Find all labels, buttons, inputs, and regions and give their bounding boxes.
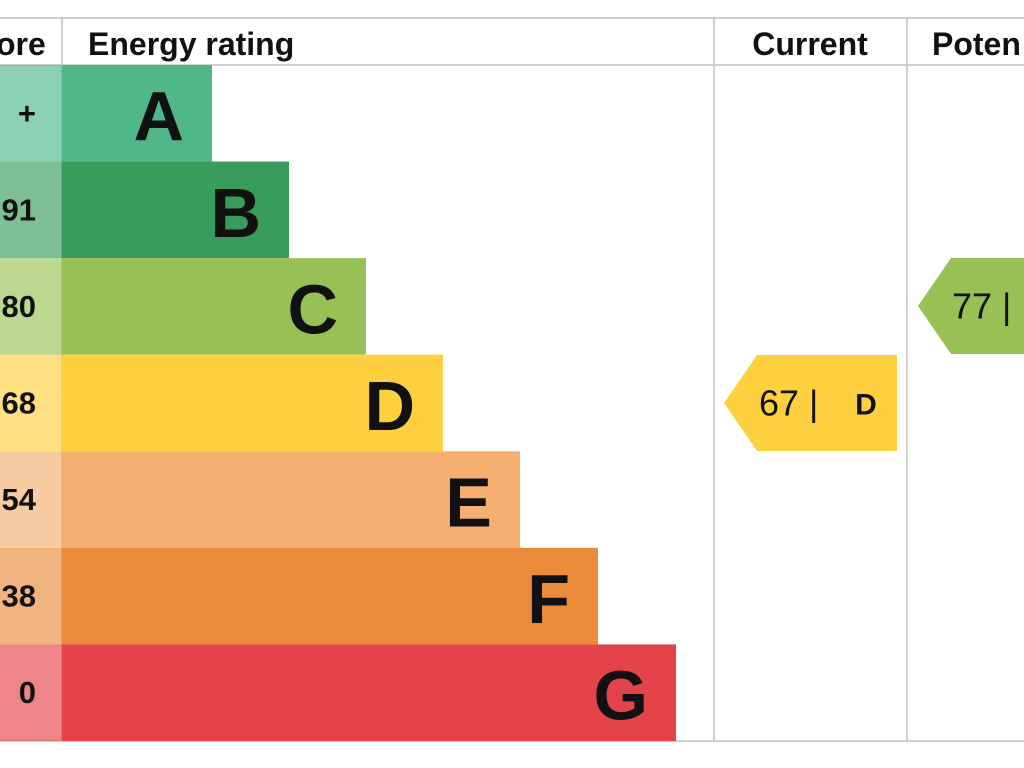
- band-bar: [62, 644, 676, 741]
- score-range: +: [18, 96, 36, 131]
- current-score: 67 |: [759, 383, 818, 424]
- score-cell: [0, 547, 62, 645]
- band-letter: C: [287, 270, 338, 348]
- potential-arrow: [918, 258, 1024, 354]
- band-letter: A: [133, 77, 184, 155]
- band-bar: [62, 354, 443, 452]
- band-letter: E: [445, 464, 492, 542]
- bands: + A 91 B 80 C 68 D 54 E 38 F 0 G: [0, 65, 676, 741]
- score-cell: [0, 258, 62, 355]
- band-bar: [62, 451, 520, 548]
- score-cell: [0, 65, 62, 162]
- band-letter: B: [210, 174, 261, 252]
- score-range: 91: [2, 192, 36, 227]
- score-range: 0: [19, 675, 36, 710]
- band-letter: G: [594, 657, 648, 735]
- band-bar: [62, 65, 212, 162]
- score-cell: [0, 354, 62, 452]
- band-bar: [62, 547, 598, 645]
- band-letter: D: [364, 367, 415, 445]
- score-cell: [0, 451, 62, 548]
- current-band: D: [855, 389, 877, 422]
- score-header: ore: [0, 26, 46, 62]
- score-cell: [0, 644, 62, 741]
- score-cell: [0, 161, 62, 259]
- score-range: 80: [2, 289, 36, 324]
- score-range: 54: [2, 482, 37, 517]
- rating-header: Energy rating: [88, 26, 294, 62]
- band-letter: F: [527, 560, 570, 638]
- current-arrow: [724, 355, 897, 451]
- potential-score: 77 |: [952, 286, 1011, 327]
- potential-header: Poten: [932, 26, 1021, 62]
- band-bar: [62, 161, 289, 259]
- band-bar: [62, 258, 366, 355]
- current-header: Current: [752, 26, 868, 62]
- score-range: 38: [2, 579, 36, 614]
- score-range: 68: [2, 386, 36, 421]
